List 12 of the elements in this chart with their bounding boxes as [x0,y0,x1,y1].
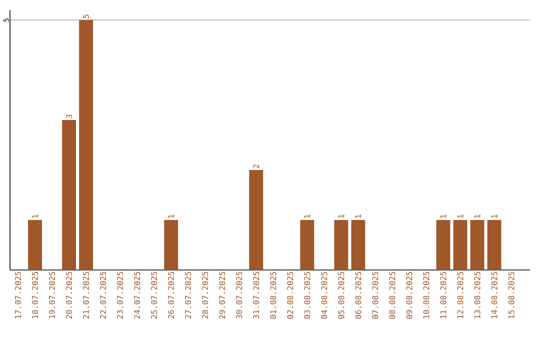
bar [249,170,264,270]
bar [28,220,42,270]
bar [487,220,502,270]
bar [470,220,484,270]
bar [436,220,450,270]
bar [300,220,314,270]
bar [79,20,94,270]
bar [164,220,178,270]
bar [62,120,76,270]
bar [453,220,468,270]
bar [334,220,348,270]
bar [351,220,366,270]
